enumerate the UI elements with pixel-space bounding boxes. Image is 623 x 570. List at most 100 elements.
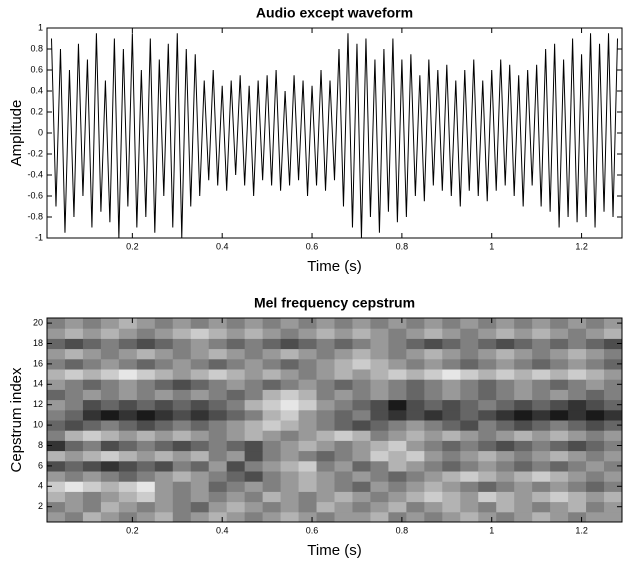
heatmap-cell bbox=[514, 491, 533, 503]
heatmap-cell bbox=[586, 511, 605, 522]
heatmap-cell bbox=[604, 460, 622, 472]
heatmap-cell bbox=[226, 409, 246, 421]
heatmap-cell bbox=[388, 399, 407, 411]
heatmap-cell bbox=[244, 369, 264, 380]
heatmap-cell bbox=[370, 409, 389, 421]
heatmap-cell bbox=[604, 430, 622, 441]
heatmap-cell bbox=[478, 369, 497, 380]
heatmap-cell bbox=[154, 379, 174, 390]
heatmap-cell bbox=[47, 379, 66, 390]
heatmap-cell bbox=[82, 501, 102, 513]
heatmap-cell bbox=[334, 501, 353, 513]
heatmap-cell bbox=[586, 471, 605, 482]
heatmap-cell bbox=[154, 440, 174, 452]
heatmap-cell bbox=[478, 338, 497, 350]
heatmap-cell bbox=[586, 420, 605, 431]
heatmap-cell bbox=[208, 389, 228, 401]
heatmap-cell bbox=[190, 450, 210, 462]
heatmap-cell bbox=[496, 511, 515, 522]
heatmap-cell bbox=[388, 358, 407, 370]
heatmap-cell bbox=[604, 358, 622, 370]
heatmap-cell bbox=[172, 420, 192, 431]
heatmap-cell bbox=[64, 430, 84, 441]
heatmap-cell bbox=[514, 430, 533, 441]
heatmap-cell bbox=[190, 389, 210, 401]
heatmap-cell bbox=[136, 430, 156, 441]
heatmap-cell bbox=[82, 399, 102, 411]
heatmap-cell bbox=[460, 511, 479, 522]
heatmap-cell bbox=[550, 318, 569, 329]
heatmap-cell bbox=[172, 491, 192, 503]
heatmap-cell bbox=[406, 481, 425, 492]
heatmap-cell bbox=[190, 338, 210, 350]
heatmap-cell bbox=[478, 501, 497, 513]
heatmap-cell bbox=[262, 491, 282, 503]
heatmap-cell bbox=[280, 379, 300, 390]
heatmap-cell bbox=[604, 481, 622, 492]
heatmap-cell bbox=[550, 338, 569, 350]
heatmap-cell bbox=[496, 318, 515, 329]
heatmap-cell bbox=[478, 318, 497, 329]
heatmap-cell bbox=[154, 471, 174, 482]
heatmap-cell bbox=[64, 471, 84, 482]
heatmap-cell bbox=[154, 369, 174, 380]
heatmap-cell bbox=[442, 409, 461, 421]
heatmap-cell bbox=[370, 328, 389, 339]
heatmap-cell bbox=[316, 379, 335, 390]
heatmap-cell bbox=[424, 430, 443, 441]
heatmap-cell bbox=[406, 501, 425, 513]
heatmap-cell bbox=[316, 318, 335, 329]
heatmap-cell bbox=[82, 328, 102, 339]
heatmap-cell bbox=[298, 369, 318, 380]
heatmap-cell bbox=[208, 399, 228, 411]
heatmap-cell bbox=[352, 389, 371, 401]
heatmap-cell bbox=[442, 501, 461, 513]
heatmap-cell bbox=[604, 399, 622, 411]
heatmap-cell bbox=[442, 358, 461, 370]
heatmap-cell bbox=[496, 409, 515, 421]
heatmap-cell bbox=[136, 358, 156, 370]
heatmap-cell bbox=[352, 399, 371, 411]
heatmap-cell bbox=[532, 328, 551, 339]
heatmap-cell bbox=[352, 338, 371, 350]
y-tick-label: 0.6 bbox=[30, 64, 43, 74]
heatmap-cell bbox=[478, 491, 497, 503]
heatmap-cell bbox=[406, 511, 425, 522]
heatmap-cell bbox=[370, 358, 389, 370]
heatmap-cell bbox=[82, 460, 102, 472]
heatmap-cell bbox=[586, 460, 605, 472]
y-tick-label: 12 bbox=[33, 399, 43, 409]
heatmap-cell bbox=[586, 379, 605, 390]
x-tick-label: 0.4 bbox=[216, 241, 229, 251]
heatmap-cell bbox=[442, 450, 461, 462]
heatmap-cell bbox=[568, 318, 587, 329]
heatmap-cell bbox=[406, 348, 425, 360]
heatmap-cell bbox=[226, 369, 246, 380]
heatmap-cell bbox=[118, 389, 138, 401]
heatmap-cell bbox=[442, 399, 461, 411]
heatmap-cell bbox=[64, 369, 84, 380]
heatmap-cell bbox=[370, 420, 389, 431]
heatmap-cell bbox=[424, 358, 443, 370]
heatmap-cell bbox=[496, 450, 515, 462]
heatmap-cell bbox=[496, 369, 515, 380]
heatmap-cell bbox=[478, 409, 497, 421]
y-tick-label: 10 bbox=[33, 419, 43, 429]
heatmap-cell bbox=[514, 420, 533, 431]
heatmap-cell bbox=[550, 420, 569, 431]
heatmap-cell bbox=[388, 430, 407, 441]
heatmap-cell bbox=[280, 389, 300, 401]
heatmap-cell bbox=[532, 369, 551, 380]
heatmap-cell bbox=[100, 430, 120, 441]
heatmap-cell bbox=[568, 379, 587, 390]
heatmap-cell bbox=[64, 450, 84, 462]
heatmap-cell bbox=[298, 389, 318, 401]
x-tick-label: 0.2 bbox=[126, 525, 139, 535]
heatmap-cell bbox=[190, 501, 210, 513]
heatmap-cell bbox=[136, 440, 156, 452]
heatmap-cell bbox=[118, 358, 138, 370]
heatmap-cell bbox=[298, 471, 318, 482]
heatmap-cell bbox=[172, 379, 192, 390]
heatmap-cell bbox=[604, 491, 622, 503]
